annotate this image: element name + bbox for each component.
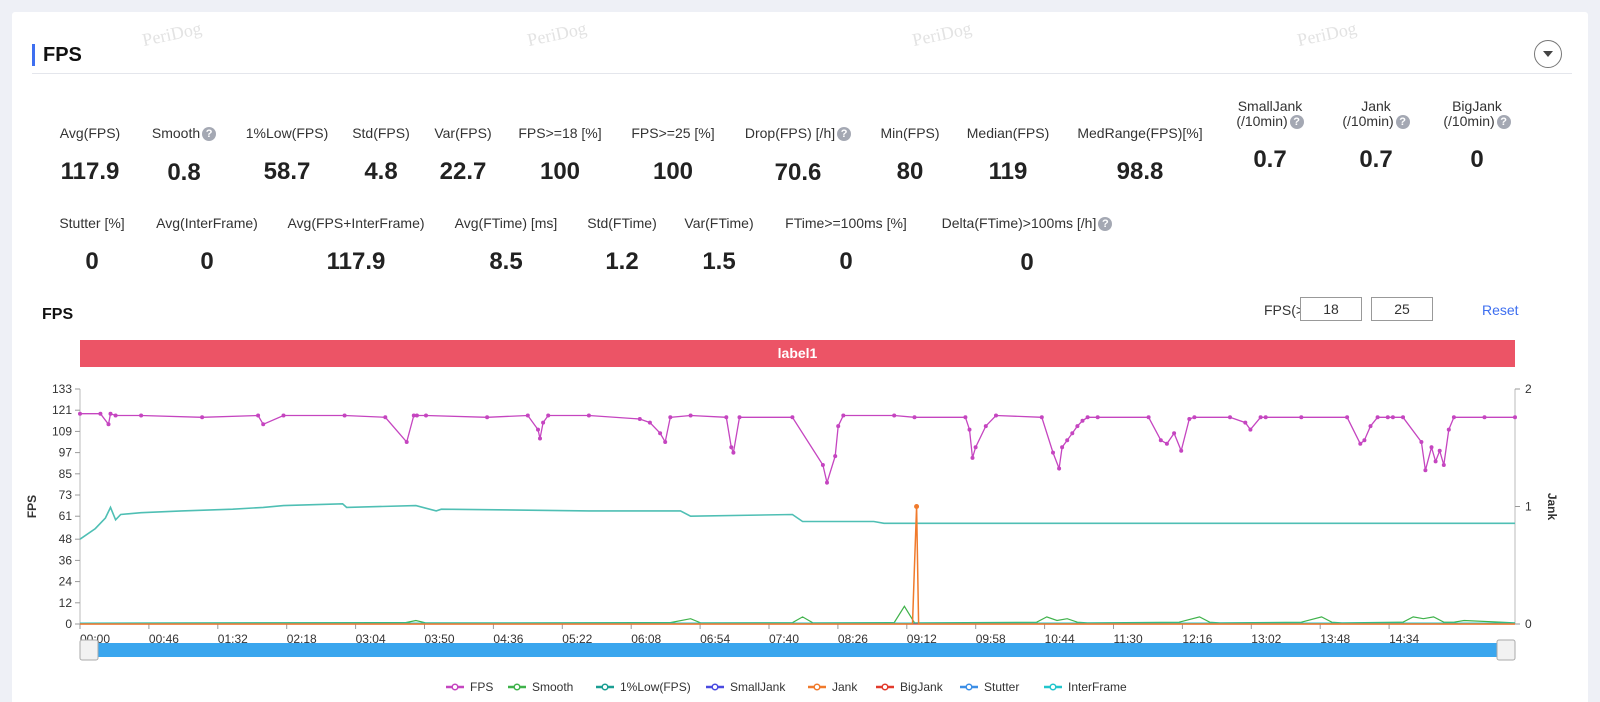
help-icon[interactable]: ? (1289, 115, 1304, 129)
stat-label: Avg(InterFrame) (156, 215, 258, 231)
stat-value: 117.9 (60, 158, 120, 185)
stat-value: 80 (896, 158, 924, 185)
stat-label: SmallJank (1237, 98, 1303, 114)
stat-value: 117.9 (326, 248, 386, 275)
stat-value: 1.2 (605, 248, 639, 275)
stat-label: Drop(FPS) [/h]? (708, 126, 888, 141)
stat-label: Delta(FTime)>100ms [/h]? (937, 216, 1117, 231)
stat-value: 0.7 (1359, 146, 1393, 173)
stat-stats_row1-2: 1%Low(FPS) 58.7 (197, 126, 377, 186)
stat-stats_row1-11: SmallJank (/10min)? 0.7 (1180, 99, 1360, 174)
stat-stats_row2-3: Avg(FTime) [ms] 8.5 (416, 216, 596, 276)
stat-label: Avg(FPS+InterFrame) (287, 215, 425, 231)
stat-stats_row2-4: Std(FTime) 1.2 (532, 216, 712, 276)
stat-stats_row2-0: Stutter [%] 0 (2, 216, 182, 276)
stat-label: 1%Low(FPS) (245, 125, 329, 141)
help-icon[interactable]: ? (1098, 217, 1113, 231)
chart-title: FPS (42, 306, 74, 323)
stat-value: 22.7 (439, 158, 487, 185)
stat-value: 1.5 (702, 248, 736, 275)
stat-label-unit: (/10min)? (1180, 114, 1360, 129)
stat-value: 119 (988, 158, 1028, 185)
stat-label: Var(FPS) (434, 125, 492, 141)
stat-value: 4.8 (364, 158, 398, 185)
card-title: FPS (43, 44, 82, 66)
stat-stats_row1-6: FPS>=25 [%] 100 (583, 126, 763, 186)
stat-stats_row1-12: Jank (/10min)? 0.7 (1286, 99, 1466, 174)
stat-stats_row1-4: Var(FPS) 22.7 (373, 126, 553, 186)
stat-label: Std(FPS) (352, 125, 410, 141)
stat-value: 100 (652, 158, 694, 185)
reset-link[interactable]: Reset (1482, 302, 1519, 318)
stat-label: MedRange(FPS)[%] (1077, 125, 1203, 141)
stat-stats_row2-2: Avg(FPS+InterFrame) 117.9 (266, 216, 446, 276)
stat-stats_row1-1: Smooth? 0.8 (94, 126, 274, 187)
stat-stats_row1-10: MedRange(FPS)[%] 98.8 (1050, 126, 1230, 186)
stat-value: 0.7 (1253, 146, 1287, 173)
stat-label: FPS>=25 [%] (631, 125, 715, 141)
stat-label: Min(FPS) (880, 125, 940, 141)
stat-value: 58.7 (263, 158, 311, 185)
stat-stats_row1-5: FPS>=18 [%] 100 (470, 126, 650, 186)
fps-threshold-low-input[interactable] (1300, 297, 1362, 321)
stat-value: 0 (1470, 146, 1484, 173)
stat-value: 100 (539, 158, 581, 185)
stat-value: 0 (1020, 249, 1034, 276)
stat-value: 8.5 (489, 248, 523, 275)
stat-value: 0 (200, 248, 214, 275)
stat-stats_row2-1: Avg(InterFrame) 0 (117, 216, 297, 276)
stat-label: Median(FPS) (966, 125, 1050, 141)
title-accent (32, 44, 35, 66)
stat-label-unit: (/10min)? (1387, 114, 1567, 129)
stat-label: Jank (1361, 98, 1391, 114)
stat-label-unit: (/10min)? (1286, 114, 1466, 129)
stat-stats_row1-0: Avg(FPS) 117.9 (0, 126, 180, 186)
stat-stats_row1-3: Std(FPS) 4.8 (291, 126, 471, 186)
stat-stats_row1-13: BigJank (/10min)? 0 (1387, 99, 1567, 174)
stat-label: Avg(FPS) (59, 125, 121, 141)
stat-stats_row2-6: FTime>=100ms [%] 0 (756, 216, 936, 276)
stat-label: FPS>=18 [%] (518, 125, 602, 141)
stat-stats_row2-5: Var(FTime) 1.5 (629, 216, 809, 276)
stat-label: Stutter [%] (59, 215, 125, 231)
stat-value: 70.6 (774, 159, 822, 186)
help-icon[interactable]: ? (837, 127, 852, 141)
stat-value: 0.8 (167, 159, 201, 186)
stat-stats_row1-9: Median(FPS) 119 (918, 126, 1098, 186)
stat-label: BigJank (1452, 98, 1502, 114)
stat-label: Var(FTime) (684, 215, 754, 231)
stat-stats_row2-7: Delta(FTime)>100ms [/h]? 0 (937, 216, 1117, 277)
fps-threshold-high-input[interactable] (1371, 297, 1433, 321)
card-header: FPS (32, 30, 1572, 74)
stat-label: Avg(FTime) [ms] (454, 215, 558, 231)
stat-stats_row1-7: Drop(FPS) [/h]? 70.6 (708, 126, 888, 187)
stat-value: 98.8 (1116, 158, 1164, 185)
stat-label: FTime>=100ms [%] (785, 215, 907, 231)
help-icon[interactable]: ? (1395, 115, 1410, 129)
stat-value: 0 (839, 248, 853, 275)
stat-value: 0 (85, 248, 99, 275)
stat-label: Std(FTime) (587, 215, 657, 231)
help-icon[interactable]: ? (1496, 115, 1511, 129)
collapse-toggle-icon[interactable] (1534, 40, 1562, 68)
label-band[interactable]: label1 (80, 340, 1515, 367)
help-icon[interactable]: ? (202, 127, 217, 141)
stat-label: Smooth? (94, 126, 274, 141)
stat-stats_row1-8: Min(FPS) 80 (820, 126, 1000, 186)
